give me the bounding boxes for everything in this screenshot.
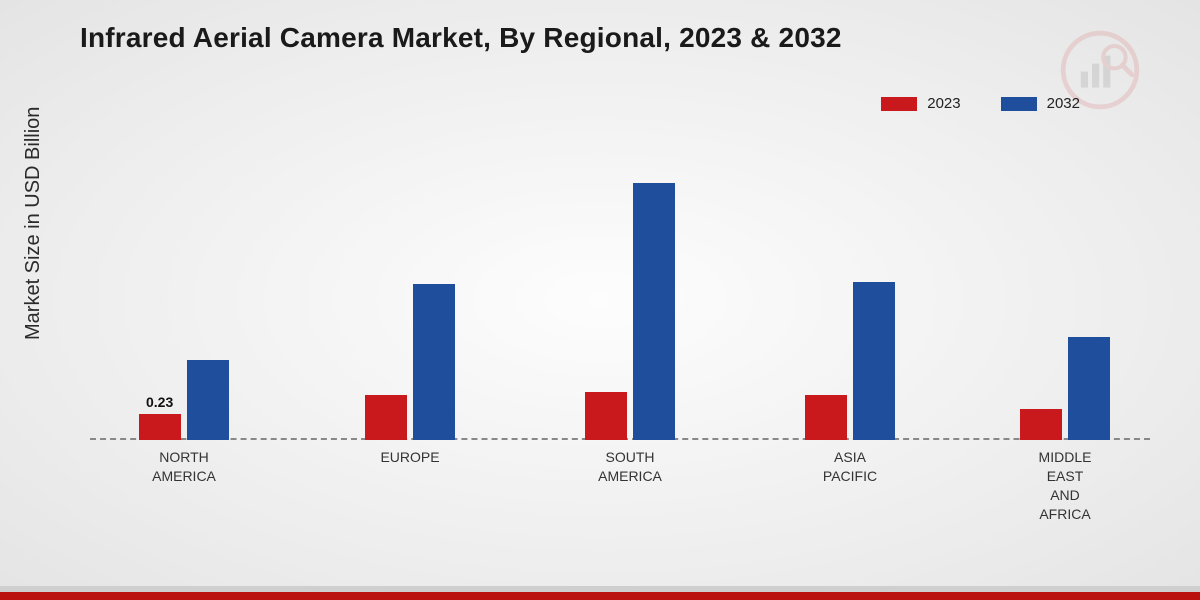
bar-2032-4 <box>1068 337 1110 440</box>
legend: 2023 2032 <box>881 95 1080 112</box>
y-axis-label: Market Size in USD Billion <box>22 107 45 340</box>
bar-2023-2 <box>585 392 627 440</box>
bar-2023-4 <box>1020 409 1062 440</box>
bar-group <box>365 284 455 440</box>
x-category-label: ASIA PACIFIC <box>823 448 877 486</box>
bar-2023-0 <box>139 414 181 440</box>
footer-bar <box>0 586 1200 600</box>
bar-group <box>805 282 895 440</box>
x-category-label: SOUTH AMERICA <box>598 448 662 486</box>
legend-item-2032: 2032 <box>1001 95 1080 112</box>
bar-2032-1 <box>413 284 455 440</box>
bar-2032-2 <box>633 183 675 440</box>
bar-2023-1 <box>365 395 407 440</box>
legend-item-2023: 2023 <box>881 95 960 112</box>
bar-2032-0 <box>187 360 229 440</box>
bar-value-label: 0.23 <box>146 394 173 410</box>
bar-2023-3 <box>805 395 847 440</box>
footer-red-stripe <box>0 592 1200 600</box>
bar-group <box>585 183 675 440</box>
bar-2032-3 <box>853 282 895 440</box>
plot-area: 0.23 <box>90 150 1150 440</box>
legend-swatch-2023 <box>881 97 917 111</box>
x-category-label: MIDDLE EAST AND AFRICA <box>1039 448 1092 524</box>
legend-label-2023: 2023 <box>927 95 960 112</box>
legend-label-2032: 2032 <box>1047 95 1080 112</box>
x-category-label: NORTH AMERICA <box>152 448 216 486</box>
x-category-label: EUROPE <box>380 448 439 467</box>
bar-group <box>1020 337 1110 440</box>
x-axis-labels: NORTH AMERICA EUROPE SOUTH AMERICA ASIA PAC… <box>90 448 1150 538</box>
chart-title: Infrared Aerial Camera Market, By Region… <box>80 22 842 54</box>
legend-swatch-2032 <box>1001 97 1037 111</box>
